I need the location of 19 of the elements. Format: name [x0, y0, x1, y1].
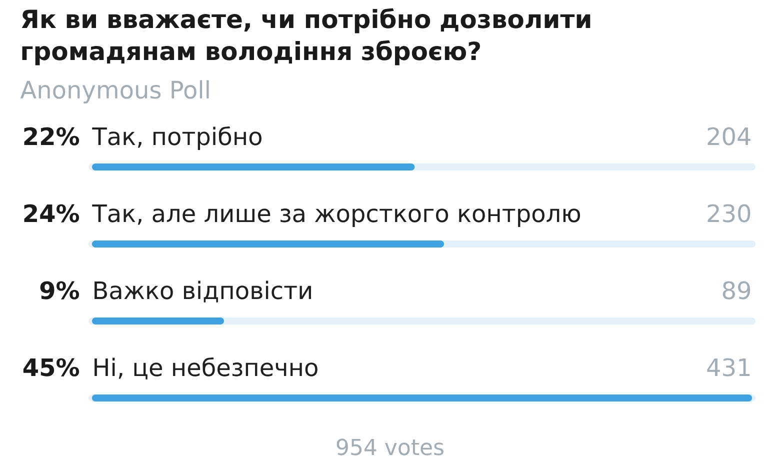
- chart-title: Як ви вважаєте, чи потрібно дозволити громадянам володіння зброєю?: [22, 8, 590, 66]
- bar: [92, 164, 415, 171]
- annotation: 89: [722, 281, 750, 300]
- annotation: 204: [708, 127, 750, 146]
- y-tick-label: Ні, це небезпечно: [94, 357, 318, 380]
- text: 954 votes: [336, 438, 444, 456]
- annotation: 431: [707, 358, 750, 376]
- data-label: 22%: [24, 127, 80, 146]
- y-tick-label: Так, але лише за жорсткого контролю: [92, 204, 580, 228]
- bar: [92, 394, 752, 402]
- data-label: 24%: [24, 204, 80, 222]
- chart-subtitle: Anonymous Poll: [20, 80, 209, 104]
- data-label: 45%: [23, 358, 80, 376]
- data-label: 9%: [40, 281, 80, 300]
- y-tick-label: Важко відповісти: [94, 280, 311, 302]
- y-tick-label: Так, потрібно: [92, 126, 262, 150]
- bar: [92, 318, 224, 325]
- bar: [92, 240, 444, 248]
- annotation: 230: [708, 204, 750, 222]
